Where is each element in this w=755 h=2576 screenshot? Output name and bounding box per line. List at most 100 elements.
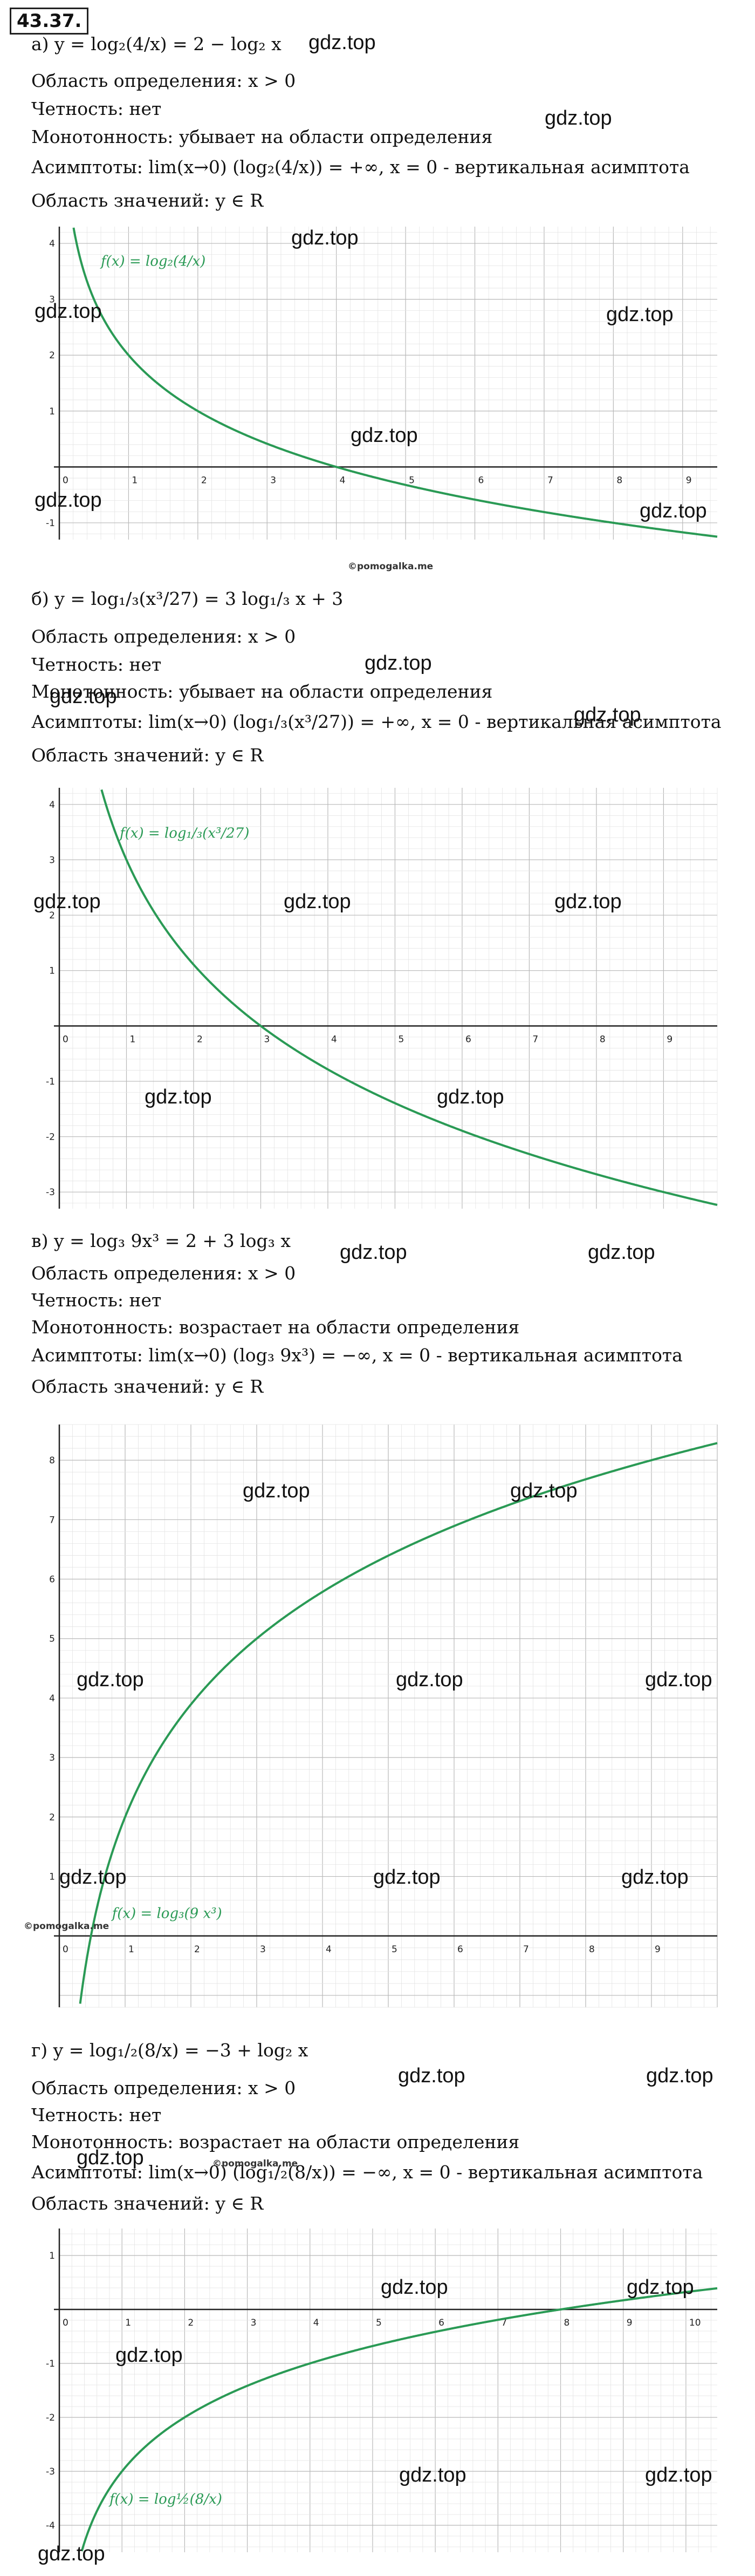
x-tick-label: 7 bbox=[501, 2318, 507, 2328]
x-tick-label: 1 bbox=[129, 1034, 135, 1045]
monotonic-a: Монотонность: убывает на области определ… bbox=[31, 126, 493, 147]
x-tick-label: 9 bbox=[667, 1034, 672, 1045]
watermark: gdz.top bbox=[621, 1866, 689, 1889]
watermark: gdz.top bbox=[115, 2344, 183, 2367]
credit-c: ©pomogalka.me bbox=[24, 1921, 109, 1932]
watermark: gdz.top bbox=[340, 1241, 407, 1264]
watermark: gdz.top bbox=[35, 300, 102, 323]
x-tick-label: 2 bbox=[188, 2318, 194, 2328]
range-d: Область значений: y ∈ R bbox=[31, 2193, 264, 2214]
chart-d: 0 1 2 3 4 5 6 7 8 9 10 -4 -3 -2 -1 1 f(x) = log½(8/x) bbox=[46, 2229, 718, 2552]
watermark: gdz.top bbox=[77, 1668, 144, 1691]
x-tick-label: 2 bbox=[201, 475, 207, 486]
monotonic-d: Монотонность: возрастает на области опре… bbox=[31, 2131, 520, 2152]
watermark: gdz.top bbox=[59, 1866, 127, 1889]
y-tick-label: 1 bbox=[49, 1872, 55, 1883]
x-tick-label: 6 bbox=[457, 1944, 463, 1955]
x-tick-label: 5 bbox=[409, 475, 415, 486]
curve-label: f(x) = log½(8/x) bbox=[108, 2491, 222, 2507]
x-tick-label: 4 bbox=[340, 475, 346, 486]
watermark: gdz.top bbox=[145, 1086, 212, 1108]
watermark: gdz.top bbox=[38, 2543, 105, 2565]
x-tick-label: 3 bbox=[264, 1034, 270, 1045]
grid bbox=[59, 2229, 717, 2552]
x-tick-label: 8 bbox=[564, 2318, 570, 2328]
domain-a: Область определения: x > 0 bbox=[31, 70, 296, 91]
x-tick-label: 2 bbox=[197, 1034, 203, 1045]
grid bbox=[59, 788, 718, 1209]
range-c: Область значений: y ∈ R bbox=[31, 1376, 264, 1397]
y-tick-label: 5 bbox=[49, 1634, 55, 1645]
watermark: gdz.top bbox=[308, 31, 376, 54]
curve-label: f(x) = log₁/₃(x³/27) bbox=[119, 825, 249, 841]
y-tick-label: -1 bbox=[46, 518, 55, 529]
x-tick-label: 0 bbox=[63, 475, 68, 486]
watermark: gdz.top bbox=[437, 1086, 504, 1108]
grid bbox=[59, 227, 717, 540]
x-tick-label: 3 bbox=[260, 1944, 266, 1955]
y-tick-label: -2 bbox=[46, 2413, 55, 2423]
watermark: gdz.top bbox=[50, 685, 117, 708]
range-a: Область значений: y ∈ R bbox=[31, 190, 264, 211]
monotonic-c: Монотонность: возрастает на области опре… bbox=[31, 1317, 520, 1338]
range-b: Область значений: y ∈ R bbox=[31, 745, 264, 766]
watermark: gdz.top bbox=[627, 2276, 694, 2299]
function-curve bbox=[72, 227, 718, 538]
y-tick-label: 6 bbox=[49, 1575, 55, 1585]
x-tick-label: 7 bbox=[523, 1944, 529, 1955]
function-curve bbox=[79, 1442, 718, 2004]
watermark: gdz.top bbox=[35, 489, 102, 512]
x-tick-label: 5 bbox=[398, 1034, 404, 1045]
x-tick-label: 3 bbox=[270, 475, 276, 486]
parity-d: Четность: нет bbox=[31, 2104, 162, 2125]
x-tick-label: 1 bbox=[125, 2318, 131, 2328]
watermark: gdz.top bbox=[645, 2464, 712, 2486]
watermark: gdz.top bbox=[510, 1480, 578, 1502]
x-tick-label: 5 bbox=[376, 2318, 382, 2328]
watermark: gdz.top bbox=[645, 1668, 712, 1691]
y-tick-label: 2 bbox=[49, 350, 55, 361]
x-tick-label: 9 bbox=[655, 1944, 661, 1955]
watermark: gdz.top bbox=[554, 890, 622, 913]
y-tick-label: 3 bbox=[49, 295, 55, 305]
y-tick-label: 2 bbox=[49, 1812, 55, 1823]
watermark: gdz.top bbox=[606, 303, 674, 326]
watermark: gdz.top bbox=[365, 652, 432, 674]
watermark: gdz.top bbox=[396, 1668, 463, 1691]
chart-c: 0 1 2 3 4 5 6 7 8 9 1 2 3 4 5 6 7 8 f(x) = log₃(9 x³) bbox=[49, 1424, 718, 2008]
parity-c: Четность: нет bbox=[31, 1290, 162, 1311]
x-tick-label: 4 bbox=[331, 1034, 337, 1045]
y-tick-label: -4 bbox=[46, 2520, 55, 2531]
x-tick-label: 9 bbox=[627, 2318, 633, 2328]
asymptote-c: Асимптоты: lim(x→0) (log₃ 9x³) = −∞, x =… bbox=[31, 1345, 683, 1366]
y-tick-label: 8 bbox=[49, 1455, 55, 1466]
watermark: gdz.top bbox=[398, 2064, 465, 2087]
watermark: gdz.top bbox=[351, 424, 418, 447]
parity-a: Четность: нет bbox=[31, 98, 162, 119]
function-curve bbox=[100, 789, 718, 1207]
monotonic-b: Монотонность: убывает на области определ… bbox=[31, 681, 493, 702]
chart-b: 0 1 2 3 4 5 6 7 8 9 -3 -2 -1 1 2 3 4 f(x) = log₁/₃(x³/27) bbox=[46, 788, 718, 1209]
domain-c: Область определения: x > 0 bbox=[31, 1263, 296, 1284]
curve-label: f(x) = log₃(9 x³) bbox=[111, 1906, 222, 1922]
asymptote-b: Асимптоты: lim(x→0) (log₁/₃(x³/27)) = +∞… bbox=[31, 711, 722, 732]
x-tick-label: 10 bbox=[689, 2318, 701, 2328]
domain-b: Область определения: x > 0 bbox=[31, 626, 296, 647]
x-tick-label: 3 bbox=[251, 2318, 257, 2328]
credit-d: ©pomogalka.me bbox=[212, 2158, 298, 2169]
asymptote-a: Асимптоты: lim(x→0) (log₂(4/x)) = +∞, x … bbox=[31, 156, 690, 178]
y-tick-label: 2 bbox=[49, 910, 55, 921]
x-tick-label: 7 bbox=[547, 475, 553, 486]
y-tick-label: -3 bbox=[46, 2466, 55, 2477]
y-tick-label: 1 bbox=[49, 2251, 55, 2261]
watermark: gdz.top bbox=[33, 890, 101, 913]
function-curve bbox=[80, 2287, 718, 2552]
x-tick-label: 8 bbox=[600, 1034, 606, 1045]
x-tick-label: 2 bbox=[194, 1944, 200, 1955]
y-tick-label: 4 bbox=[49, 1693, 55, 1704]
x-tick-label: 9 bbox=[686, 475, 692, 486]
watermark: gdz.top bbox=[399, 2464, 466, 2486]
watermark: gdz.top bbox=[77, 2146, 144, 2169]
formula-a: а) y = log₂(4/x) = 2 − log₂ x bbox=[31, 33, 282, 54]
x-tick-label: 5 bbox=[392, 1944, 397, 1955]
